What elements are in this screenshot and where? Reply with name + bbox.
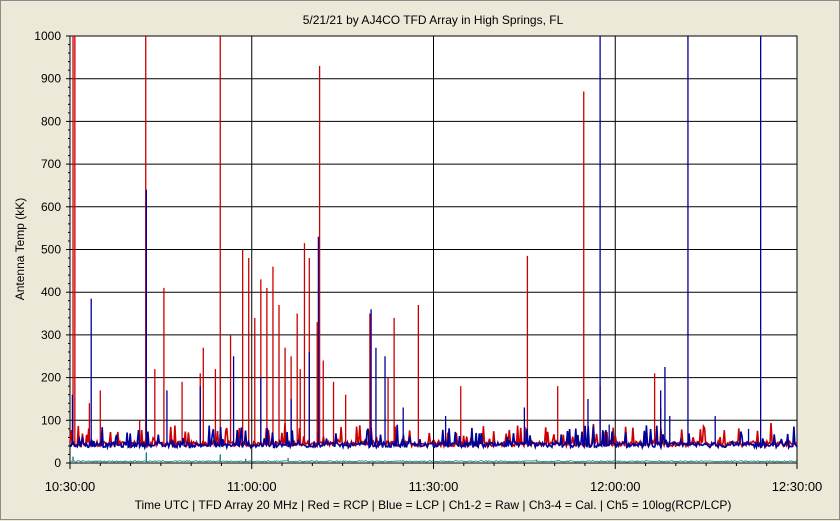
y-tick-label: 1000 [34, 29, 61, 43]
y-tick-label: 200 [41, 371, 61, 385]
y-tick-label: 500 [41, 243, 61, 257]
y-tick-label: 900 [41, 72, 61, 86]
y-tick-label: 100 [41, 413, 61, 427]
x-tick-label: 11:00:00 [227, 479, 277, 494]
x-tick-label: 12:30:00 [772, 479, 823, 494]
x-tick-label: 11:30:00 [409, 479, 459, 494]
chart-footer: Time UTC | TFD Array 20 MHz | Red = RCP … [135, 498, 732, 512]
series-ch5 [69, 452, 798, 463]
y-tick-label: 400 [41, 285, 61, 299]
series-line-lcp [69, 424, 798, 451]
x-tick-label: 10:30:00 [45, 479, 96, 494]
series-lcp [69, 36, 798, 451]
chart-title: 5/21/21 by AJ4CO TFD Array in High Sprin… [303, 13, 564, 27]
axes: 0 100 200 300 400 500 600 700 800 900 1000 10:30:00… [34, 29, 822, 494]
y-axis-label: Antenna Temp (kK) [13, 198, 27, 301]
y-tick-label: 800 [41, 114, 61, 128]
x-tick-label: 12:00:00 [590, 479, 641, 494]
y-tick-label: 300 [41, 328, 61, 342]
y-tick-label: 0 [54, 456, 61, 470]
grid [70, 36, 797, 463]
series-layer [69, 36, 798, 463]
series-line-ch5 [69, 460, 798, 463]
y-tick-label: 600 [41, 200, 61, 214]
y-tick-label: 700 [41, 157, 61, 171]
